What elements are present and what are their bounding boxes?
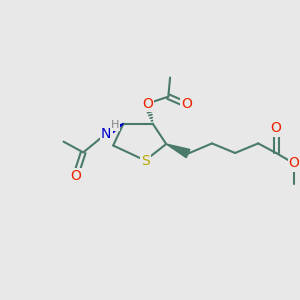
Polygon shape: [104, 124, 123, 137]
Text: H: H: [111, 120, 119, 130]
Text: O: O: [142, 97, 153, 111]
Text: O: O: [70, 169, 81, 183]
Text: S: S: [141, 154, 150, 168]
Polygon shape: [166, 144, 190, 158]
Text: O: O: [289, 157, 299, 170]
Text: O: O: [181, 98, 192, 112]
Text: O: O: [271, 122, 281, 135]
Text: N: N: [101, 127, 112, 140]
